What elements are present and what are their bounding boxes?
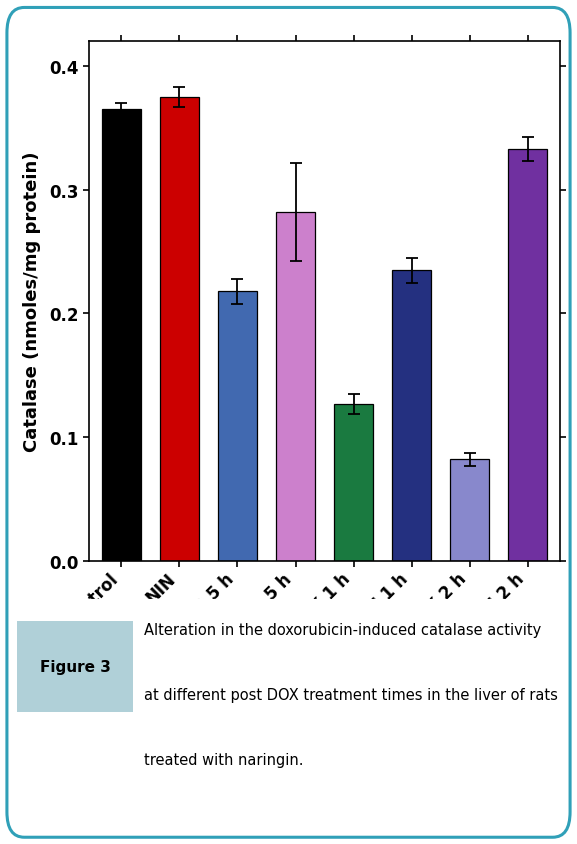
Bar (276, 213, 315, 561)
Bar (102, 111, 141, 561)
Bar (160, 98, 199, 561)
Text: Alteration in the doxorubicin-induced catalase activity: Alteration in the doxorubicin-induced ca… (144, 622, 541, 637)
FancyBboxPatch shape (14, 599, 565, 831)
Bar (218, 292, 257, 561)
Text: treated with naringin.: treated with naringin. (144, 753, 304, 767)
Text: Figure 3: Figure 3 (40, 659, 110, 674)
Bar (450, 460, 489, 561)
Bar (392, 271, 432, 561)
FancyBboxPatch shape (17, 621, 133, 711)
Text: at different post DOX treatment times in the liver of rats: at different post DOX treatment times in… (144, 687, 558, 702)
Bar (508, 149, 548, 561)
Y-axis label: Catalase (nmoles/mg protein): Catalase (nmoles/mg protein) (23, 152, 41, 452)
Bar (334, 404, 373, 561)
